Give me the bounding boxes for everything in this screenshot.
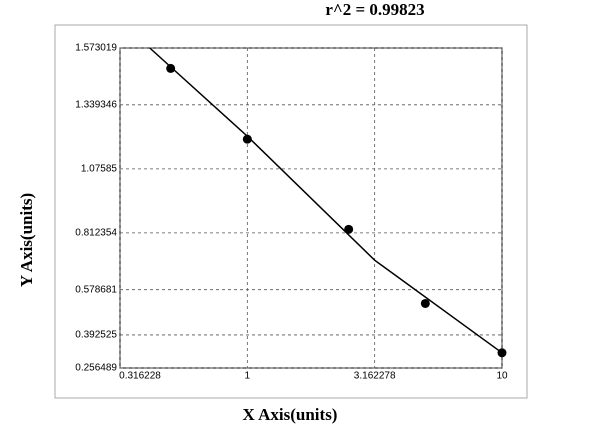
- x-tick-label: 3.162278: [354, 371, 396, 382]
- plot-area: [119, 47, 503, 369]
- data-point: [344, 224, 354, 234]
- data-point: [420, 298, 430, 308]
- data-point: [242, 134, 252, 144]
- x-axis-title: X Axis(units): [243, 405, 338, 424]
- chart-title: r^2 = 0.99823: [325, 0, 424, 19]
- y-tick-label: 1.573019: [75, 43, 117, 54]
- y-tick-label: 0.578681: [75, 284, 117, 295]
- x-tick-label: 10: [496, 371, 508, 382]
- y-tick-label: 1.339346: [75, 99, 117, 110]
- fit-line: [149, 47, 503, 354]
- y-axis-title: Y Axis(units): [17, 193, 36, 287]
- x-tick-label: 1: [245, 371, 251, 382]
- y-tick-label: 0.256489: [75, 363, 117, 374]
- y-tick-label: 1.07585: [81, 163, 118, 174]
- y-tick-label: 0.392525: [75, 330, 117, 341]
- x-tick-label: 0.316228: [119, 371, 161, 382]
- y-tick-label: 0.812354: [75, 228, 117, 239]
- data-point: [166, 63, 176, 73]
